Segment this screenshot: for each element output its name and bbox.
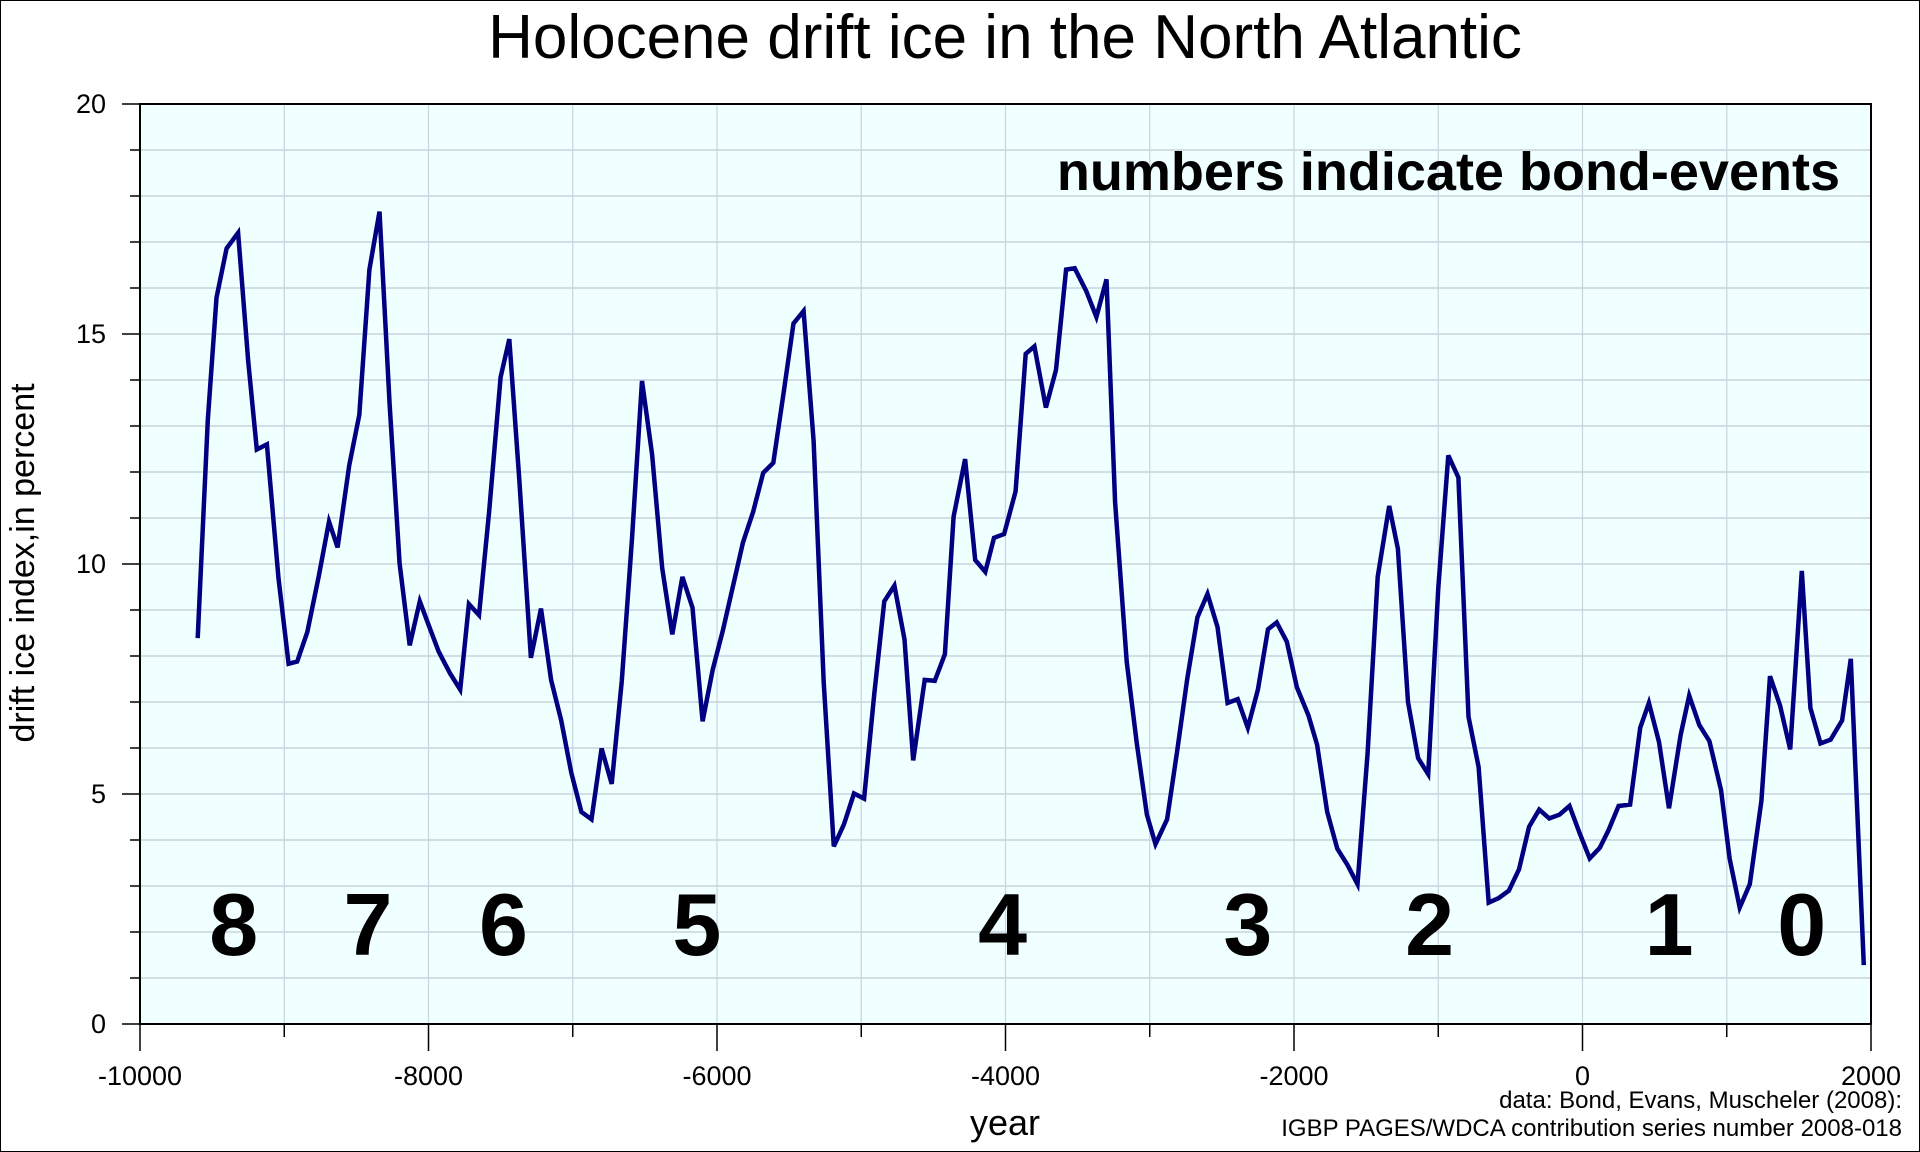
bond-event-label: 3 bbox=[1223, 875, 1272, 974]
credit-line-1: data: Bond, Evans, Muscheler (2008): bbox=[1499, 1087, 1902, 1114]
x-tick-label: -4000 bbox=[971, 1061, 1040, 1091]
y-axis-label: drift ice index,in percent bbox=[4, 383, 42, 743]
grid bbox=[140, 104, 1871, 1024]
bond-event-label: 4 bbox=[978, 875, 1027, 974]
chart-title: Holocene drift ice in the North Atlantic bbox=[488, 3, 1522, 72]
drift-ice-line bbox=[195, 211, 1867, 966]
x-tick-label: -8000 bbox=[394, 1061, 463, 1091]
y-tick-label: 15 bbox=[76, 319, 106, 349]
bond-event-label: 7 bbox=[343, 875, 392, 974]
axes bbox=[139, 103, 1872, 1025]
y-tick-label: 5 bbox=[91, 779, 106, 809]
x-tick-label: -6000 bbox=[682, 1061, 751, 1091]
x-tick-label: -10000 bbox=[98, 1061, 182, 1091]
series bbox=[195, 211, 1867, 966]
bond-event-label: 8 bbox=[209, 875, 258, 974]
bond-event-label: 6 bbox=[479, 875, 528, 974]
annotation-text: numbers indicate bond-events bbox=[1057, 142, 1840, 202]
bond-event-label: 0 bbox=[1777, 875, 1826, 974]
y-tick-label: 10 bbox=[76, 549, 106, 579]
y-tick-label: 0 bbox=[91, 1009, 106, 1039]
x-tick-label: 0 bbox=[1575, 1061, 1590, 1091]
credit-line-2: IGBP PAGES/WDCA contribution series numb… bbox=[1281, 1115, 1902, 1142]
x-axis-label: year bbox=[970, 1102, 1040, 1143]
y-tick-label: 20 bbox=[76, 89, 106, 119]
x-tick-label: 2000 bbox=[1841, 1061, 1901, 1091]
bond-event-label: 1 bbox=[1645, 875, 1694, 974]
bond-event-label: 5 bbox=[672, 875, 721, 974]
bond-event-label: 2 bbox=[1405, 875, 1454, 974]
plot-frame bbox=[139, 103, 1872, 1025]
x-tick-label: -2000 bbox=[1259, 1061, 1328, 1091]
